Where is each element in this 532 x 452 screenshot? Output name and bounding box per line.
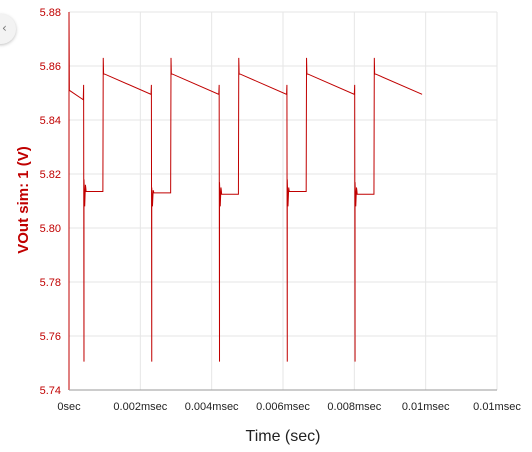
x-tick-label: 0.008msec — [327, 401, 381, 413]
x-tick-label: 0.01msec — [402, 401, 450, 413]
collapse-panel-button[interactable]: ‹ — [0, 14, 16, 44]
x-tick-label: 0.002msec — [113, 401, 167, 413]
tick-labels: 5.74 5.76 5.78 5.80 5.82 5.84 5.86 5.88 0sec 0.00… — [40, 7, 522, 413]
y-tick-label: 5.78 — [40, 277, 61, 289]
y-tick-label: 5.82 — [40, 169, 61, 181]
x-axis-label: Time (sec) — [246, 428, 321, 445]
y-tick-label: 5.86 — [40, 61, 61, 73]
series-layer — [68, 11, 423, 362]
x-tick-label: 0.006msec — [256, 401, 310, 413]
y-tick-label: 5.74 — [40, 385, 61, 397]
y-tick-label: 5.80 — [40, 223, 61, 235]
y-tick-label: 5.76 — [40, 331, 61, 343]
y-tick-label: 5.84 — [40, 115, 61, 127]
x-tick-label: 0sec — [57, 401, 81, 413]
x-tick-label: 0.004msec — [185, 401, 239, 413]
gridlines — [68, 11, 498, 391]
y-axis-label: VOut sim: 1 (V) — [15, 146, 32, 254]
y-tick-label: 5.88 — [40, 7, 61, 19]
series-line-0 — [68, 11, 423, 362]
chevron-left-icon: ‹ — [2, 21, 7, 35]
x-tick-label: 0.01msec — [473, 401, 521, 413]
